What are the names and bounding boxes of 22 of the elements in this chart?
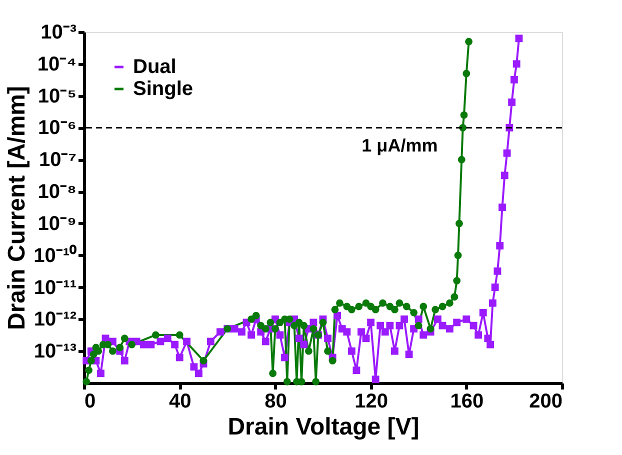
y-tick-label: 10⁻¹³	[34, 340, 77, 363]
x-tick-label: 40	[168, 390, 192, 412]
ref-line-label: 1 μA/mm	[362, 136, 438, 156]
y-tick-label: 10⁻⁸	[38, 181, 76, 204]
legend-label: Dual	[133, 56, 176, 78]
y-tick-label: 10⁻¹¹	[34, 276, 77, 299]
y-tick-label: 10⁻⁶	[38, 117, 76, 140]
y-tick-label: 10⁻¹²	[34, 308, 77, 331]
x-tick-label: 0	[84, 390, 96, 412]
x-tick-label: 80	[264, 390, 287, 412]
y-tick-label: 10⁻⁹	[38, 212, 76, 235]
y-tick-label: 10⁻¹⁰	[34, 244, 76, 267]
x-tick-label: 160	[450, 390, 484, 412]
x-tick-label: 120	[354, 390, 388, 412]
y-tick-label: 10⁻⁵	[38, 85, 76, 108]
y-tick-label: 10⁻⁴	[37, 53, 76, 76]
y-tick-label: 10⁻⁷	[39, 149, 76, 172]
legend-label: Single	[133, 78, 194, 100]
y-tick-label: 10⁻³	[40, 22, 77, 44]
y-axis-title: Drain Current [A/mm]	[4, 86, 31, 330]
x-axis-title: Drain Voltage [V]	[228, 414, 420, 440]
x-tick-label: 200	[529, 390, 562, 412]
